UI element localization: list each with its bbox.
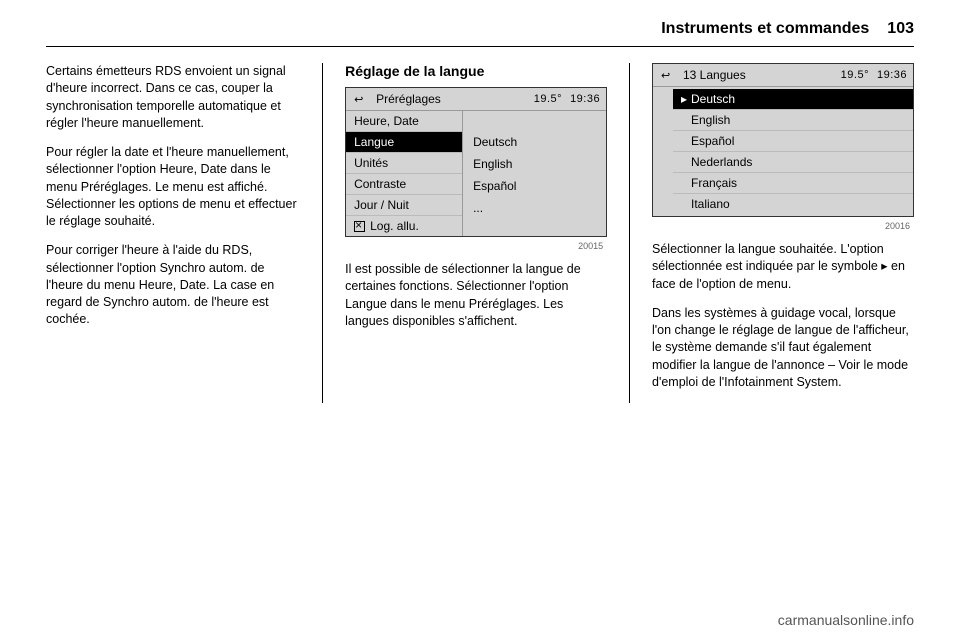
statusbar: ↩ 13 Langues 19.5° 19:36 — [653, 64, 913, 87]
menu-item-log-allu[interactable]: Log. allu. — [346, 216, 462, 236]
lang-label: Nederlands — [691, 155, 752, 169]
menu-item-unites[interactable]: Unités — [346, 153, 462, 174]
menu-item-langue[interactable]: Langue — [346, 132, 462, 153]
lang-item[interactable]: Français — [673, 173, 913, 194]
checkbox-icon — [354, 221, 365, 232]
column-1: Certains émetteurs RDS envoient un signa… — [46, 63, 300, 403]
lang-label: English — [691, 113, 730, 127]
menu-label: Heure, Date — [354, 114, 419, 128]
lang-item[interactable]: English — [673, 110, 913, 131]
col2-heading: Réglage de la langue — [345, 63, 607, 79]
screenshot-id: 20016 — [652, 221, 910, 231]
col1-para-3: Pour corriger l'heure à l'aide du RDS, s… — [46, 242, 300, 328]
statusbar-clock: 19:36 — [570, 93, 600, 105]
lang-option[interactable]: Deutsch — [463, 131, 606, 153]
lang-item[interactable]: ▸ Deutsch — [673, 89, 913, 110]
statusbar-title: 13 Langues — [683, 68, 841, 82]
screenshot-id: 20015 — [345, 241, 603, 251]
statusbar-temp: 19.5° — [534, 93, 562, 105]
lang-item[interactable]: Nederlands — [673, 152, 913, 173]
col1-para-2: Pour régler la date et l'heure manuellem… — [46, 144, 300, 230]
lang-list: ▸ Deutsch English Español Nederlands Fra… — [653, 87, 913, 216]
three-column-layout: Certains émetteurs RDS envoient un signa… — [0, 63, 960, 403]
menu-left: Heure, Date Langue Unités Contraste Jour… — [346, 111, 463, 236]
menu-label: Log. allu. — [370, 219, 419, 233]
lang-option[interactable]: Español — [463, 175, 606, 197]
column-separator-1 — [322, 63, 323, 403]
screenshot-prereglages: ↩ Préréglages 19.5° 19:36 Heure, Date La… — [345, 87, 607, 237]
statusbar-title: Préréglages — [376, 92, 534, 106]
lang-option[interactable]: ... — [463, 197, 606, 219]
menu-right: Deutsch English Español ... — [463, 111, 606, 236]
footer-site: carmanualsonline.info — [778, 612, 914, 628]
column-3: ↩ 13 Langues 19.5° 19:36 ▸ Deutsch Engli… — [652, 63, 914, 403]
col3-para-2: Dans les systèmes à guidage vocal, lorsq… — [652, 305, 914, 391]
menu-item-jour-nuit[interactable]: Jour / Nuit — [346, 195, 462, 216]
page-header: Instruments et commandes 103 — [0, 0, 960, 46]
menu-label: Jour / Nuit — [354, 198, 409, 212]
screenshot-langues: ↩ 13 Langues 19.5° 19:36 ▸ Deutsch Engli… — [652, 63, 914, 217]
lang-label: Français — [691, 176, 737, 190]
statusbar: ↩ Préréglages 19.5° 19:36 — [346, 88, 606, 111]
column-separator-2 — [629, 63, 630, 403]
back-icon: ↩ — [354, 93, 370, 106]
menu-label: Unités — [354, 156, 388, 170]
statusbar-temp: 19.5° — [841, 69, 869, 81]
statusbar-clock: 19:36 — [877, 69, 907, 81]
lang-item[interactable]: Español — [673, 131, 913, 152]
lang-option[interactable]: English — [463, 153, 606, 175]
col2-para-1: Il est possible de sélectionner la langu… — [345, 261, 607, 330]
chapter-title: Instruments et commandes — [661, 20, 869, 38]
back-icon: ↩ — [661, 69, 677, 82]
caret-icon: ▸ — [681, 92, 691, 106]
lang-item[interactable]: Italiano — [673, 194, 913, 214]
col3-para-1: Sélectionner la langue souhaitée. L'opti… — [652, 241, 914, 293]
menu-item-heure-date[interactable]: Heure, Date — [346, 111, 462, 132]
lang-label: Italiano — [691, 197, 730, 211]
menu-body: Heure, Date Langue Unités Contraste Jour… — [346, 111, 606, 236]
menu-item-contraste[interactable]: Contraste — [346, 174, 462, 195]
column-2: Réglage de la langue ↩ Préréglages 19.5°… — [345, 63, 607, 403]
lang-label: Deutsch — [691, 92, 735, 106]
header-rule — [46, 46, 914, 47]
page-number: 103 — [887, 20, 914, 38]
menu-label: Langue — [354, 135, 394, 149]
col1-para-1: Certains émetteurs RDS envoient un signa… — [46, 63, 300, 132]
menu-label: Contraste — [354, 177, 406, 191]
lang-label: Español — [691, 134, 734, 148]
